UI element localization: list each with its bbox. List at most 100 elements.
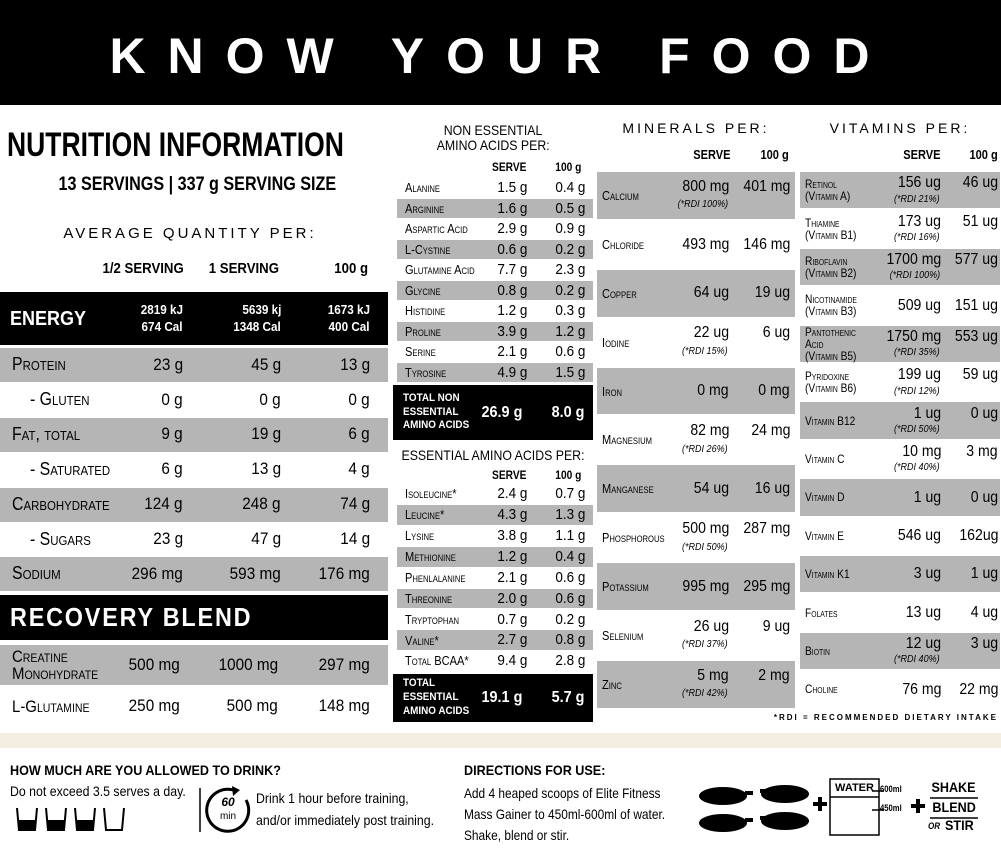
- amino-value: 2.4 g: [467, 484, 527, 505]
- table-value-text: 156 ug: [897, 174, 941, 192]
- table-label-text: (Vitamin B1): [805, 227, 857, 242]
- amino-value-text: 1.5 g: [554, 363, 585, 381]
- amino-label-text: Isoleucine*: [405, 486, 457, 502]
- amino-label: Glutamine Acid: [405, 260, 495, 281]
- amino-label: Histidine: [405, 301, 495, 322]
- table-label: Retinol (Vitamin A): [805, 172, 880, 208]
- rdi-note-text: (*RDI 100%): [889, 270, 940, 282]
- energy-label: ENERGY: [10, 292, 110, 345]
- table-label: Vitamin D: [805, 479, 880, 515]
- table-value-text: 995 mg: [682, 577, 729, 595]
- table-value-text: 0 ug: [970, 488, 998, 506]
- amino-label-text: Tyrosine: [405, 364, 447, 380]
- energy-value-text: 400 Cal: [329, 318, 370, 334]
- table-value: 546 ug: [871, 518, 941, 554]
- nutrient-value: 23 g: [83, 523, 183, 557]
- amino-value-text: 1.6 g: [496, 199, 527, 217]
- table-value-text: 146 mg: [743, 235, 790, 253]
- recovery-value-text: 297 mg: [318, 654, 370, 674]
- clock-unit-text: min: [219, 810, 237, 822]
- directions-line-text: Mass Gainer to 450ml-600ml of water.: [464, 806, 666, 823]
- amino-label: Methionine: [405, 547, 495, 568]
- column-header: 100 g: [296, 258, 406, 280]
- table-label-text: Pyridoxine: [805, 369, 850, 384]
- amino-label-text: Alanine: [405, 180, 441, 196]
- footnote-text: *RDI = RECOMMENDED DIETARY INTAKE: [773, 712, 998, 722]
- table-label: Iron: [602, 368, 682, 415]
- nutrient-value-text: 4 g: [348, 459, 370, 479]
- table-label: Vitamin B12: [805, 402, 880, 438]
- cup-fills: [19, 820, 93, 830]
- table-value-text: 12 ug: [905, 635, 941, 653]
- table-value: 26 ug: [659, 612, 729, 641]
- amino-total-value: 19.1 g: [462, 674, 522, 722]
- amino-value-text: 0.6 g: [554, 343, 585, 360]
- average-label: AVERAGE QUANTITY PER:: [0, 220, 380, 248]
- rdi-note: (*RDI 21%): [850, 192, 940, 206]
- table-value-text: 51 ug: [962, 212, 998, 230]
- energy-value-text: 674 Cal: [142, 318, 183, 334]
- table-label-text: Vitamin B12: [805, 413, 856, 428]
- amino-value: 0.8 g: [525, 630, 585, 651]
- table-label: Magnesium: [602, 417, 682, 464]
- nutrient-label: - Sugars: [30, 523, 210, 557]
- amino-value-text: 0.9 g: [554, 220, 585, 237]
- mix-action-text: STIR: [945, 817, 974, 834]
- amino-value-text: 1.3 g: [554, 506, 585, 524]
- rdi-note: (*RDI 15%): [638, 344, 728, 358]
- footnote: *RDI = RECOMMENDED DIETARY INTAKE: [600, 710, 998, 726]
- nutrient-value: 47 g: [181, 523, 281, 557]
- table-label: Copper: [602, 270, 682, 317]
- table-value-text: 800 mg: [682, 177, 729, 195]
- recovery-value-text: 250 mg: [128, 695, 180, 715]
- table-value-text: 9 ug: [762, 617, 790, 635]
- table-column-header: SERVE: [887, 146, 957, 164]
- table-label: Manganese: [602, 465, 682, 512]
- table-value-text: 3 mg: [966, 443, 998, 461]
- table-label-text: Zinc: [602, 676, 622, 692]
- nutrient-value: 0 g: [181, 383, 281, 417]
- table-label-text: Folates: [805, 605, 838, 620]
- recovery-title-text: RECOVERY BLEND: [10, 602, 253, 633]
- table-label: Nicotinamide (Vitamin B3): [805, 287, 880, 323]
- amino-value: 2.0 g: [467, 589, 527, 610]
- amino-label: Tyrosine: [405, 363, 495, 384]
- rdi-note-text: (*RDI 42%): [682, 688, 728, 700]
- table-value: 16 ug: [720, 465, 790, 512]
- row-bg: [597, 563, 795, 611]
- rdi-note-text: (*RDI 50%): [682, 541, 728, 553]
- table-value-text: 0 mg: [697, 382, 729, 400]
- recovery-value-text: 500 mg: [128, 654, 180, 674]
- cup-fill: [77, 820, 93, 830]
- row-bg: [397, 321, 593, 341]
- amino-label: Serine: [405, 342, 495, 363]
- rdi-note-text: (*RDI 15%): [682, 345, 728, 357]
- amino-label: Aspartic Acid: [405, 219, 495, 240]
- amino-value-text: 0.6 g: [496, 240, 527, 258]
- amino-label-text: Proline: [405, 323, 441, 339]
- amino-label: Phenlalanine: [405, 568, 495, 589]
- nutrient-value-text: 6 g: [161, 459, 183, 479]
- amino-value: 2.8 g: [525, 651, 585, 672]
- table-value-text: 173 ug: [897, 212, 941, 230]
- table-label-text: (Vitamin B3): [805, 304, 857, 319]
- recovery-value: 500 mg: [178, 686, 278, 726]
- amino-label: Lysine: [405, 526, 495, 547]
- amino-label-text: Glycine: [405, 282, 441, 298]
- nutrient-label-text: Sodium: [12, 563, 61, 584]
- table-value: 59 ug: [928, 364, 998, 387]
- table-value: 19 ug: [720, 270, 790, 317]
- table-value: 287 mg: [720, 514, 790, 543]
- amino-value: 9.4 g: [467, 651, 527, 672]
- table-value-text: 59 ug: [962, 366, 998, 384]
- table-label-text: Vitamin K1: [805, 567, 850, 582]
- amino-value-text: 0.4 g: [554, 179, 585, 196]
- table-value: 0 mg: [720, 368, 790, 415]
- mix-action: SHAKE: [928, 779, 980, 797]
- nutrient-value: 45 g: [181, 348, 281, 382]
- table-label-text: Chloride: [602, 236, 644, 252]
- amino-value: 1.5 g: [467, 178, 527, 199]
- row-bg: [800, 172, 1000, 209]
- table-value: 6 ug: [720, 319, 790, 348]
- table-label-text: Acid: [805, 336, 824, 351]
